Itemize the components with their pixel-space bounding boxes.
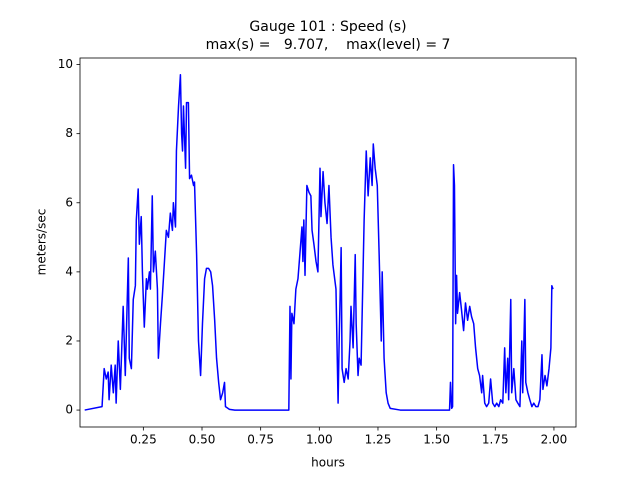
x-tick-label: 1.50 — [423, 433, 450, 447]
y-tick-label: 2 — [65, 333, 73, 347]
x-tick-label: 0.25 — [130, 433, 157, 447]
x-tick-label: 1.00 — [306, 433, 333, 447]
y-tick-label: 4 — [65, 264, 73, 278]
y-tick-label: 10 — [58, 57, 73, 71]
chart-subtitle: max(s) = 9.707, max(level) = 7 — [206, 37, 451, 53]
chart-title: Gauge 101 : Speed (s) — [249, 19, 406, 35]
plot-frame — [79, 57, 577, 428]
x-tick-label: 0.50 — [189, 433, 216, 447]
y-tick-label: 6 — [65, 195, 73, 209]
y-axis-label: meters/sec — [35, 209, 49, 276]
x-axis-label: hours — [311, 456, 345, 470]
x-tick-label: 2.00 — [541, 433, 568, 447]
x-tick-label: 0.75 — [247, 433, 274, 447]
y-tick-label: 8 — [65, 126, 73, 140]
speed-line — [84, 73, 554, 411]
x-tick-label: 1.25 — [365, 433, 392, 447]
y-tick-label: 0 — [65, 403, 73, 417]
x-tick-label: 1.75 — [482, 433, 509, 447]
